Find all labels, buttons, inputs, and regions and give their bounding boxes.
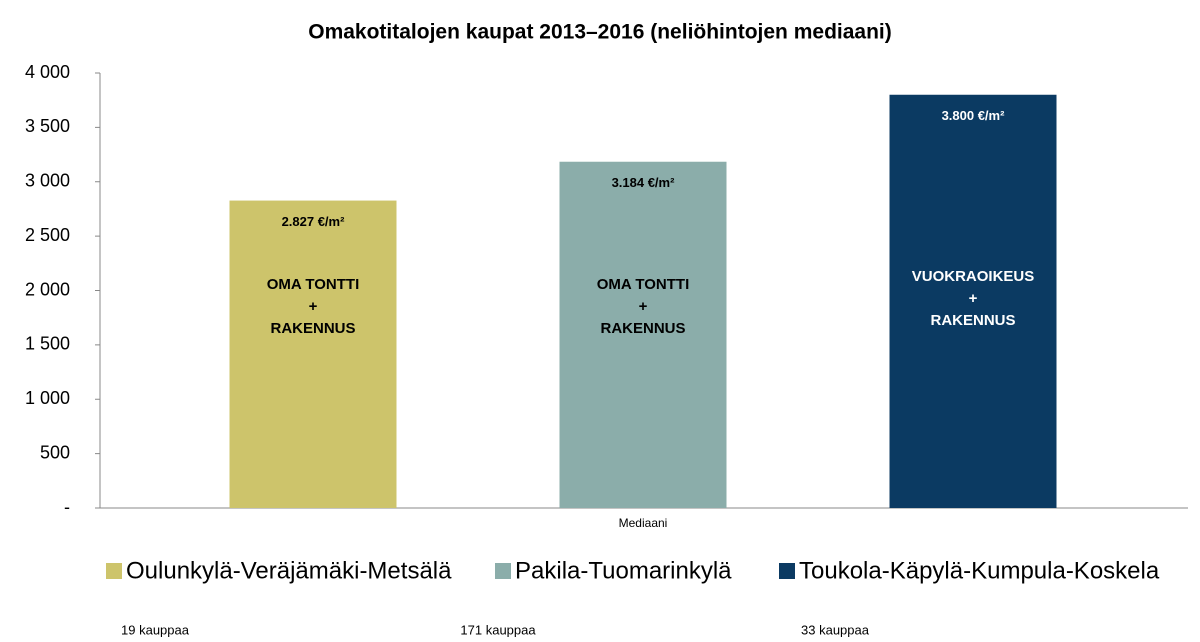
y-tick-label: 500 <box>40 442 70 462</box>
bar-annotation: + <box>969 290 978 307</box>
count-label: 19 kauppaa <box>121 622 190 637</box>
bar-annotation: + <box>309 298 318 315</box>
legend-swatch <box>779 563 795 579</box>
legend-label: Oulunkylä-Veräjämäki-Metsälä <box>126 557 452 584</box>
legend-swatch <box>495 563 511 579</box>
y-tick-label: - <box>64 497 70 517</box>
data-label: 3.800 €/m² <box>942 108 1006 123</box>
bar-annotation: + <box>639 298 648 315</box>
data-label: 3.184 €/m² <box>612 175 676 190</box>
bar <box>559 161 727 509</box>
chart-title: Omakotitalojen kaupat 2013–2016 (neliöhi… <box>308 21 892 44</box>
bar-annotation: OMA TONTTI <box>597 276 690 293</box>
legend-label: Toukola-Käpylä-Kumpula-Koskela <box>799 557 1160 584</box>
bar-annotation: VUOKRAOIKEUS <box>912 268 1035 285</box>
data-label: 2.827 €/m² <box>282 214 346 229</box>
bar <box>889 94 1057 508</box>
legend-label: Pakila-Tuomarinkylä <box>515 557 732 584</box>
y-tick-label: 2 500 <box>25 225 70 245</box>
legend-swatch <box>106 563 122 579</box>
bar-annotation: RAKENNUS <box>270 320 355 337</box>
y-tick-label: 2 000 <box>25 279 70 299</box>
y-tick-label: 3 000 <box>25 171 70 191</box>
bar-annotation: RAKENNUS <box>930 312 1015 329</box>
bar-annotation: OMA TONTTI <box>267 276 360 293</box>
count-label: 171 kauppaa <box>460 622 536 637</box>
y-tick-label: 4 000 <box>25 62 70 82</box>
y-tick-label: 3 500 <box>25 116 70 136</box>
bar-annotation: RAKENNUS <box>600 320 685 337</box>
bar <box>229 200 397 508</box>
y-tick-label: 1 500 <box>25 334 70 354</box>
x-tick-label: Mediaani <box>619 516 668 530</box>
count-label: 33 kauppaa <box>801 622 870 637</box>
y-tick-label: 1 000 <box>25 388 70 408</box>
